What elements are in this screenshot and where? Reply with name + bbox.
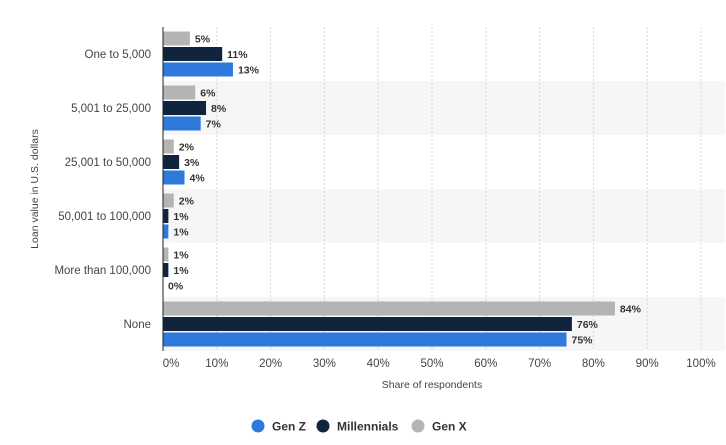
category-label: More than 100,000 [54, 265, 151, 277]
category-label: One to 5,000 [85, 49, 152, 61]
bar-gen-z[interactable] [163, 332, 567, 347]
bar-millennials[interactable] [163, 101, 207, 115]
legend-marker-gen-x[interactable] [411, 419, 425, 433]
legend: Gen Z Millennials Gen X [251, 419, 467, 434]
legend-label[interactable]: Gen X [432, 420, 467, 434]
bar-millennials[interactable] [163, 263, 169, 277]
x-tick-label: 90% [636, 358, 659, 370]
bar-gen-x[interactable] [163, 31, 190, 46]
category-label: 50,001 to 100,000 [58, 211, 151, 223]
value-label: 13% [238, 65, 260, 77]
value-label: 1% [173, 250, 189, 262]
legend-label[interactable]: Gen Z [272, 420, 306, 434]
bar-gen-z[interactable] [163, 62, 233, 77]
x-axis-title: Share of respondents [382, 379, 482, 391]
value-label: 3% [184, 157, 200, 169]
value-label: 2% [179, 196, 195, 208]
x-tick-label: 50% [420, 358, 443, 370]
value-label: 2% [179, 142, 195, 154]
value-label: 1% [173, 211, 189, 223]
x-tick-label: 20% [259, 358, 282, 370]
category-label: 25,001 to 50,000 [65, 157, 151, 169]
value-label: 75% [572, 335, 594, 347]
value-label: 11% [227, 49, 248, 61]
category-band [163, 189, 725, 243]
category-label: 5,001 to 25,000 [71, 103, 151, 115]
legend-label[interactable]: Millennials [337, 420, 399, 434]
bar-gen-x[interactable] [163, 301, 615, 316]
value-label: 76% [577, 319, 599, 331]
value-label: 6% [200, 88, 216, 100]
bar-gen-z[interactable] [163, 170, 185, 185]
x-tick-labels: 0% 10% 20% 30% 40% 50% 60% 70% 80% 90% 100% [163, 358, 716, 370]
x-tick-label: 40% [367, 358, 390, 370]
category-labels: One to 5,000 5,001 to 25,000 25,001 to 50,… [54, 49, 151, 331]
category-band [163, 81, 725, 135]
x-tick-label: 30% [313, 358, 336, 370]
bar-millennials[interactable] [163, 209, 169, 223]
value-label: 1% [173, 227, 189, 239]
value-label: 7% [206, 119, 222, 131]
value-label: 8% [211, 103, 227, 115]
bar-gen-x[interactable] [163, 85, 196, 100]
bar-millennials[interactable] [163, 155, 180, 169]
gridlines [216, 27, 702, 351]
category-label: None [124, 319, 152, 331]
value-label: 1% [173, 265, 189, 277]
value-label: 0% [168, 281, 184, 293]
value-label: 4% [190, 173, 206, 185]
x-tick-label: 0% [163, 358, 180, 370]
bar-gen-x[interactable] [163, 139, 174, 154]
x-tick-label: 10% [205, 358, 228, 370]
legend-marker-gen-z[interactable] [251, 419, 265, 433]
x-tick-label: 100% [686, 358, 715, 370]
bar-gen-z[interactable] [163, 116, 201, 131]
x-tick-label: 80% [582, 358, 605, 370]
x-tick-label: 70% [528, 358, 551, 370]
x-tick-label: 60% [474, 358, 497, 370]
value-label: 5% [195, 34, 211, 46]
value-label: 84% [620, 304, 642, 316]
bar-millennials[interactable] [163, 317, 572, 331]
value-labels: 5% 11% 13% 6% 8% 7% 2% 3% 4% 2% 1% 1% 1% 1% 0% 84% 76% 75… [168, 34, 642, 347]
bar-gen-x[interactable] [163, 193, 174, 208]
bar-gen-z[interactable] [163, 224, 169, 239]
y-axis-title: Loan value in U.S. dollars [29, 129, 41, 249]
bars [163, 31, 615, 347]
bar-gen-x[interactable] [163, 247, 169, 262]
legend-marker-millennials[interactable] [316, 419, 330, 433]
bar-millennials[interactable] [163, 47, 223, 61]
